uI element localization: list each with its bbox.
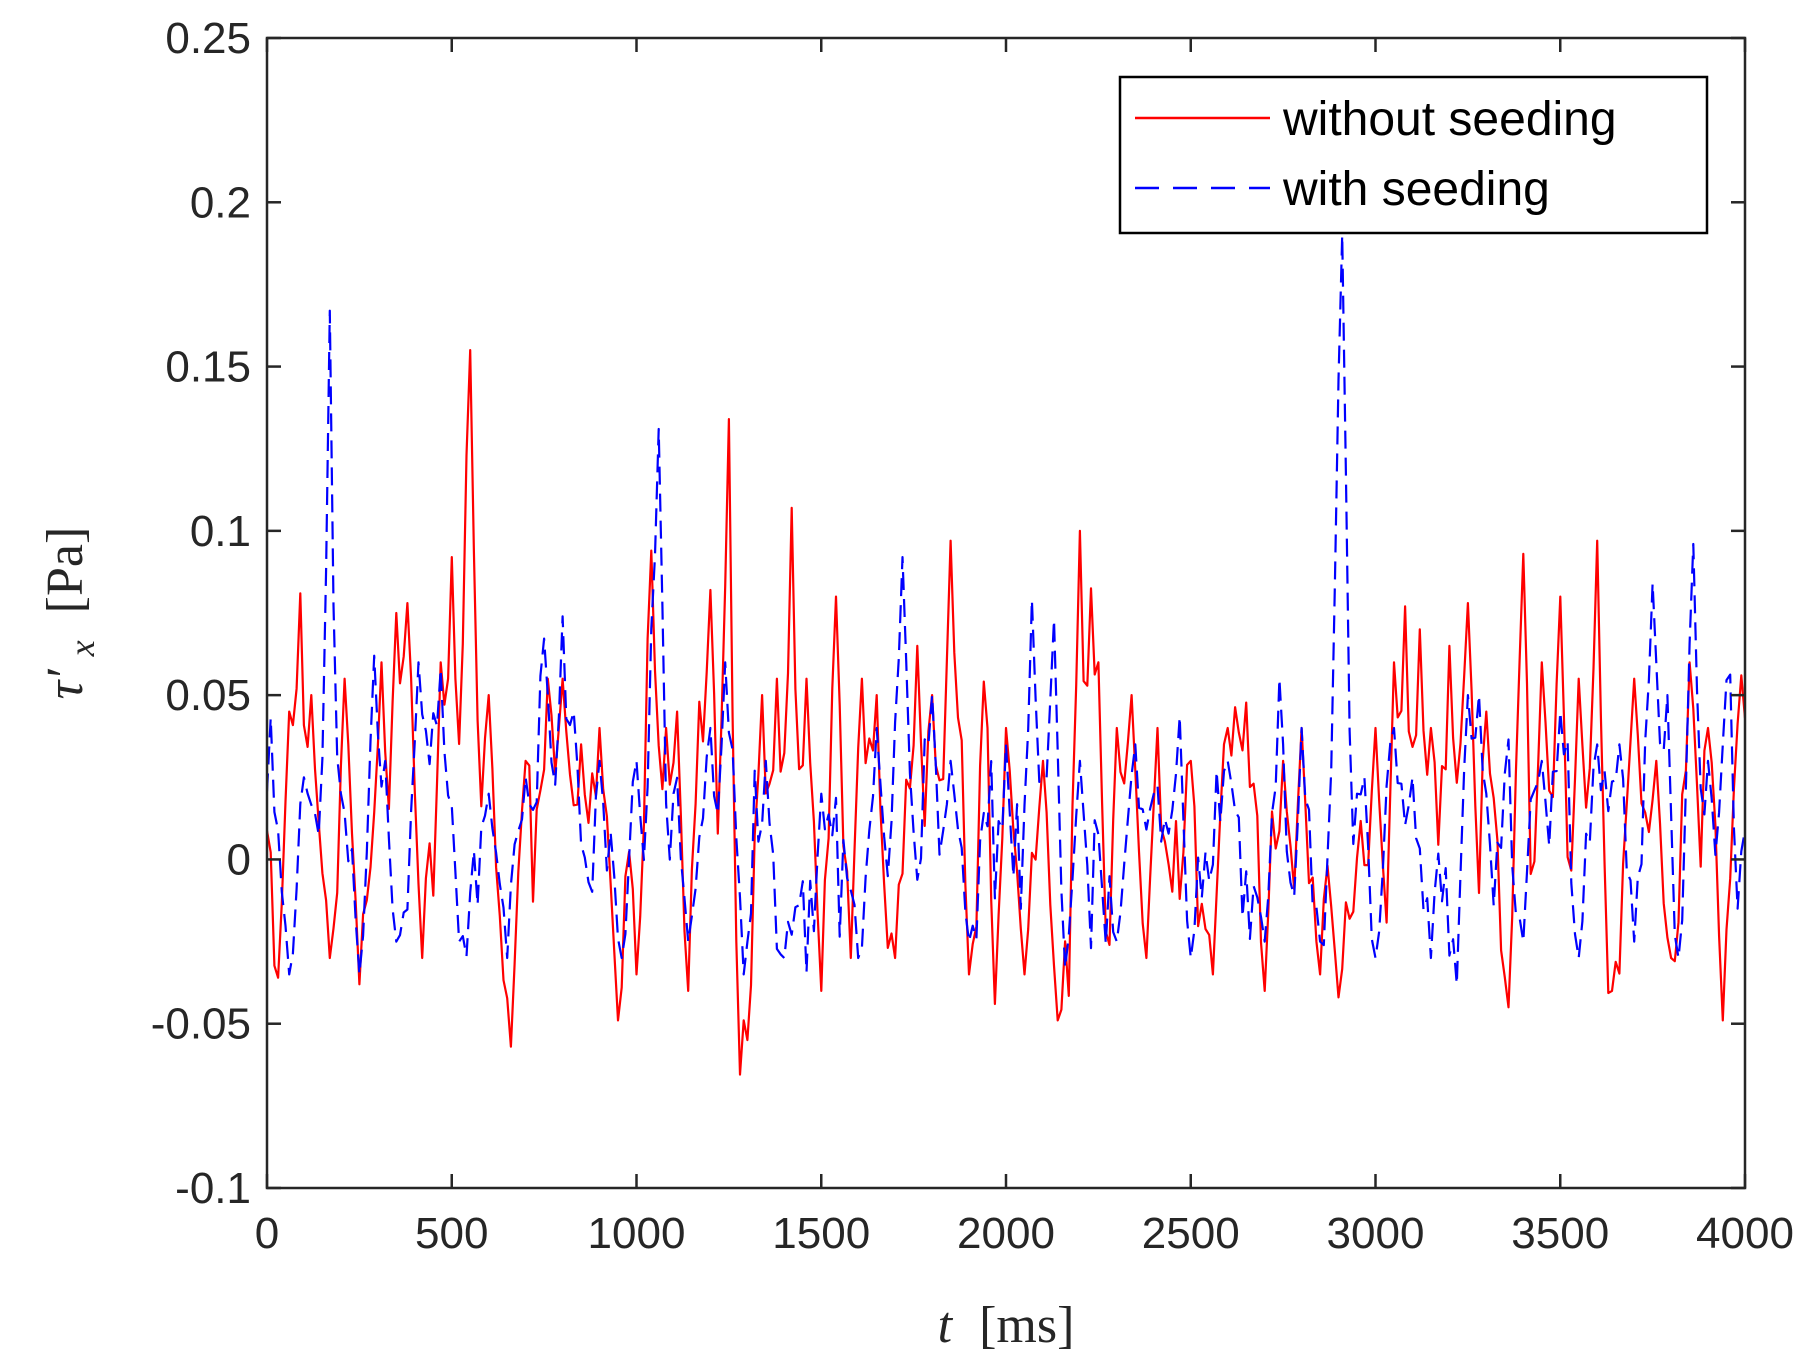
x-tick-label: 1500 [772,1209,870,1258]
x-axis-label-var: t [938,1297,954,1354]
y-axis-label-sub: x [62,640,102,657]
series-layer [267,234,1745,1076]
x-tick-label: 2000 [957,1209,1055,1258]
series-line-with-seeding [267,234,1745,986]
y-tick-label: 0.05 [165,671,251,720]
y-axis-label-unit: [Pa] [37,527,94,614]
legend: without seeding with seeding [1118,75,1709,235]
y-tick-label: 0.15 [165,343,251,392]
y-tick-label: 0.1 [190,507,251,556]
tick-layer: 0 500 1000 1500 2000 2500 3000 3500 4000 -0.1 -0.0… [151,14,1794,1258]
y-axis-label: τ′ x [Pa] [37,527,106,700]
x-tick-label: 500 [415,1209,488,1258]
x-tick-label: 0 [255,1209,279,1258]
x-tick-label: 3000 [1327,1209,1425,1258]
x-tick-label: 4000 [1696,1209,1794,1258]
x-tick-label: 2500 [1142,1209,1240,1258]
y-axis-label-var: τ′ [37,668,94,700]
y-tick-label: 0.25 [165,14,251,63]
y-tick-label: 0.2 [190,178,251,227]
x-tick-label: 1000 [588,1209,686,1258]
series-line-without-seeding [267,349,1745,1076]
legend-label-without-seeding: without seeding [1282,93,1617,146]
legend-label-with-seeding: with seeding [1282,163,1550,216]
x-axis-label: t [ms] [938,1297,1075,1354]
y-tick-label: -0.05 [151,1000,251,1049]
y-tick-label: 0 [227,835,251,884]
legend-box [1118,75,1709,235]
x-tick-label: 3500 [1511,1209,1609,1258]
y-tick-label: -0.1 [175,1164,251,1213]
x-axis-label-unit: [ms] [979,1297,1074,1354]
